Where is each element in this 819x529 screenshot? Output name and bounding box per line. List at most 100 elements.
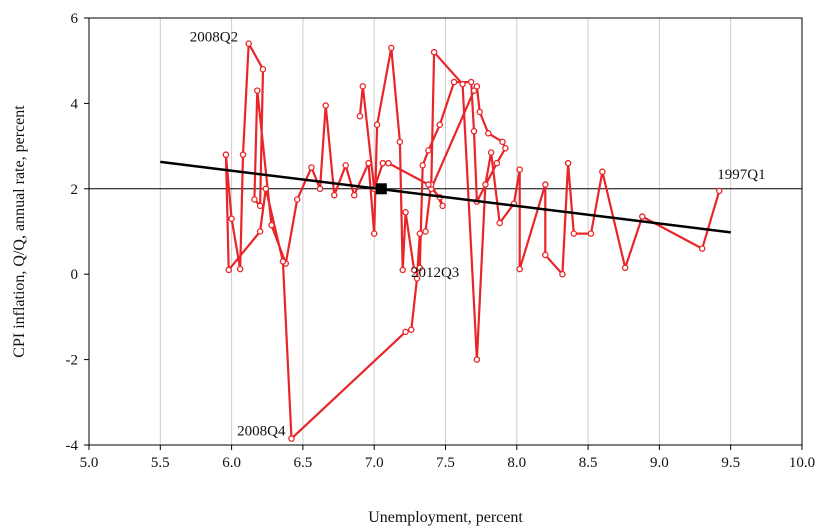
data-point xyxy=(439,202,446,210)
x-tick-label: 6.5 xyxy=(294,455,313,471)
data-point xyxy=(419,162,426,169)
data-point xyxy=(542,251,549,259)
data-point xyxy=(502,144,509,152)
data-point xyxy=(316,185,324,193)
y-tick-label: 4 xyxy=(71,96,79,112)
data-point xyxy=(408,326,415,333)
y-axis-ticks: -4 -2 0 2 4 6 xyxy=(66,11,89,454)
data-point xyxy=(410,266,418,274)
annotations: 2008Q2 1997Q1 2012Q3 2008Q4 xyxy=(190,30,766,440)
y-tick-label: 0 xyxy=(71,267,79,283)
data-point xyxy=(342,162,349,169)
data-point xyxy=(621,264,629,272)
data-point xyxy=(288,435,295,442)
data-point xyxy=(482,181,489,188)
data-point xyxy=(225,266,232,274)
center-marker xyxy=(375,183,387,195)
series-line xyxy=(224,42,721,440)
data-point xyxy=(402,328,409,336)
data-point xyxy=(239,151,247,158)
data-point xyxy=(493,159,501,167)
annotation-label: 2008Q2 xyxy=(190,30,238,46)
data-point xyxy=(402,209,409,216)
data-point xyxy=(639,213,646,220)
data-point xyxy=(293,196,301,203)
data-point xyxy=(256,202,264,210)
series-layer xyxy=(222,40,723,442)
data-point xyxy=(467,78,475,86)
data-point xyxy=(450,78,458,86)
data-point xyxy=(570,230,578,237)
x-tick-label: 6.0 xyxy=(222,455,241,471)
data-point xyxy=(365,159,372,167)
data-point xyxy=(496,219,503,227)
data-point xyxy=(430,48,438,56)
data-point xyxy=(256,228,264,235)
y-tick-label: -2 xyxy=(66,353,79,369)
data-point xyxy=(416,264,424,272)
data-point xyxy=(476,108,483,116)
data-point xyxy=(228,215,235,222)
data-point xyxy=(559,270,566,278)
data-point xyxy=(279,258,287,265)
data-point xyxy=(599,168,606,175)
data-point xyxy=(396,138,404,146)
data-point xyxy=(416,230,424,237)
data-point xyxy=(422,228,429,235)
x-tick-label: 8.5 xyxy=(579,455,598,471)
data-point xyxy=(331,191,338,199)
data-point xyxy=(308,164,315,171)
data-point xyxy=(459,80,466,88)
data-point xyxy=(236,265,244,273)
data-point xyxy=(413,275,421,282)
y-tick-label: 6 xyxy=(71,11,79,27)
annotation-label: 2008Q4 xyxy=(237,424,286,440)
data-point xyxy=(259,65,267,73)
y-axis-title: CPI inflation, Q/Q, annual rate, percent xyxy=(11,105,28,358)
data-point xyxy=(262,185,270,193)
data-point xyxy=(716,187,723,195)
data-point xyxy=(436,121,444,129)
data-point xyxy=(359,83,367,90)
annotation-label: 1997Q1 xyxy=(717,167,765,183)
x-tick-label: 9.0 xyxy=(650,455,669,471)
data-point xyxy=(425,147,432,154)
data-point xyxy=(470,127,478,135)
x-axis-ticks: 5.0 5.5 6.0 6.5 7.0 7.5 8.0 8.5 9.0 9.5 10.0 xyxy=(80,445,815,471)
annotation-label: 2012Q3 xyxy=(411,265,459,281)
x-tick-label: 10.0 xyxy=(789,455,815,471)
data-point xyxy=(356,112,364,120)
x-tick-label: 9.5 xyxy=(721,455,740,471)
data-point xyxy=(322,102,329,109)
y-tick-label: -4 xyxy=(66,438,79,454)
data-point xyxy=(473,356,481,363)
x-tick-label: 5.0 xyxy=(80,455,99,471)
x-tick-label: 5.5 xyxy=(151,455,170,471)
data-point xyxy=(268,221,275,229)
fit-line-layer xyxy=(160,160,731,234)
data-point xyxy=(350,191,358,199)
data-point xyxy=(487,149,495,156)
data-point xyxy=(473,83,481,90)
data-point xyxy=(222,151,230,158)
x-tick-label: 7.5 xyxy=(436,455,455,471)
data-point xyxy=(499,138,506,146)
data-point xyxy=(385,159,392,167)
data-point xyxy=(564,159,572,167)
data-point xyxy=(370,230,378,237)
x-tick-label: 7.0 xyxy=(365,455,384,471)
x-axis-title: Unemployment, percent xyxy=(368,509,523,526)
data-point xyxy=(373,121,381,129)
data-point xyxy=(516,166,523,173)
data-point xyxy=(399,266,406,274)
data-point xyxy=(379,159,387,167)
data-point xyxy=(245,40,252,47)
data-point xyxy=(587,230,595,237)
data-point xyxy=(698,245,706,252)
data-point xyxy=(542,181,549,188)
data-point xyxy=(254,87,261,94)
data-point xyxy=(251,196,258,203)
data-point xyxy=(516,265,523,273)
data-point xyxy=(425,181,432,188)
